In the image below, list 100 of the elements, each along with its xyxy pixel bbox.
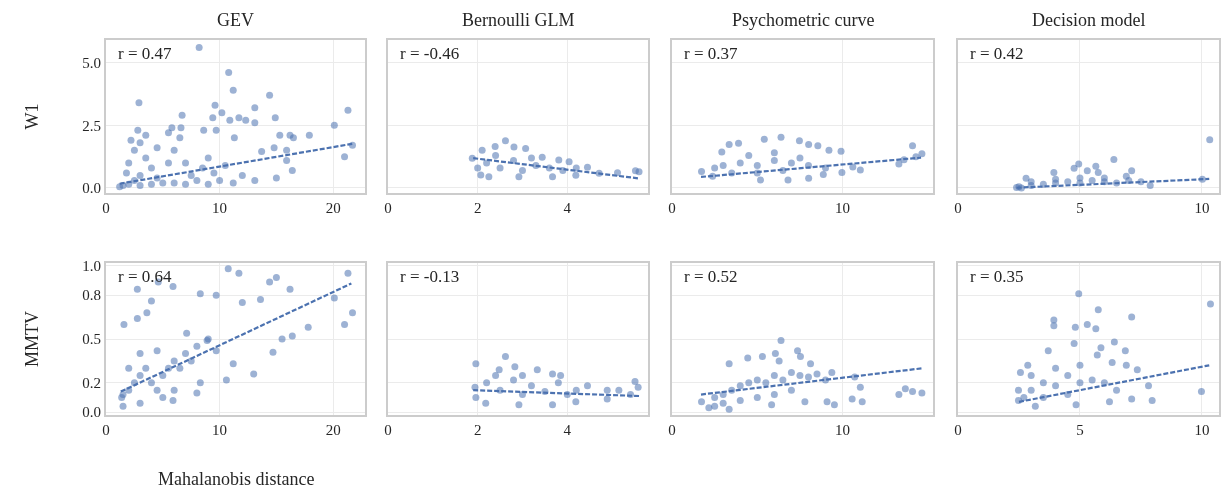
point: [554, 379, 562, 387]
point: [583, 382, 591, 390]
annotation: r = 0.47: [118, 44, 172, 63]
point: [1022, 174, 1030, 182]
y-tick-label: 2.5: [82, 117, 101, 134]
point: [147, 379, 155, 387]
point: [770, 149, 778, 157]
point: [828, 369, 836, 377]
point: [483, 159, 491, 167]
point: [169, 282, 177, 290]
chart-title: Psychometric curve: [732, 10, 875, 30]
point: [565, 158, 573, 166]
point: [1070, 339, 1078, 347]
point: [266, 278, 274, 286]
point: [745, 151, 753, 159]
point: [760, 135, 768, 143]
point: [796, 372, 804, 380]
point: [795, 137, 803, 145]
point: [603, 386, 611, 394]
point: [762, 379, 770, 387]
point: [823, 398, 831, 406]
point: [142, 364, 150, 372]
point: [527, 154, 535, 162]
point: [725, 360, 733, 368]
x-tick-label: 0: [954, 422, 962, 438]
point: [572, 398, 580, 406]
point: [918, 389, 926, 397]
point: [758, 353, 766, 361]
point: [1027, 178, 1035, 186]
point: [1050, 316, 1058, 324]
point: [1020, 393, 1028, 401]
point: [344, 269, 352, 277]
point: [1105, 398, 1113, 406]
annotation: r = 0.42: [970, 44, 1024, 63]
point: [555, 156, 563, 164]
point: [1146, 181, 1154, 189]
point: [615, 386, 623, 394]
point: [159, 393, 167, 401]
annotation: r = -0.46: [400, 44, 460, 63]
point: [744, 354, 752, 362]
point: [1088, 176, 1096, 184]
y-tick-label: 0.5: [82, 331, 101, 348]
point: [212, 347, 220, 355]
point: [153, 386, 161, 394]
point: [1072, 401, 1080, 409]
point: [784, 176, 792, 184]
point: [176, 364, 184, 372]
point: [212, 291, 220, 299]
x-tick-label: 0: [384, 422, 392, 438]
point: [745, 379, 753, 387]
point: [775, 357, 783, 365]
point: [1128, 167, 1136, 175]
point: [483, 379, 491, 387]
point: [1027, 386, 1035, 394]
x-tick-label: 20: [325, 200, 341, 216]
point: [1110, 338, 1118, 346]
point: [1052, 175, 1060, 183]
x-tick-label: 0: [102, 422, 110, 438]
point: [718, 148, 726, 156]
x-tick-label: 10: [1194, 422, 1210, 438]
annotation: r = 0.52: [684, 267, 738, 286]
point: [1133, 366, 1141, 374]
point: [583, 163, 591, 171]
point: [485, 173, 493, 181]
x-tick-label: 10: [835, 200, 851, 216]
point: [153, 347, 161, 355]
point: [538, 153, 546, 161]
point: [1121, 347, 1129, 355]
point: [501, 137, 509, 145]
point: [511, 363, 519, 371]
point: [1206, 300, 1214, 308]
point: [1031, 402, 1039, 410]
point: [482, 399, 490, 407]
point: [229, 360, 237, 368]
point: [472, 360, 480, 368]
point: [901, 385, 909, 393]
point: [1094, 168, 1102, 176]
point: [136, 350, 144, 358]
point: [909, 388, 917, 396]
point: [1092, 325, 1100, 333]
point: [1083, 167, 1091, 175]
x-tick-label: 2: [473, 422, 482, 438]
point: [1014, 386, 1022, 394]
point: [1113, 386, 1121, 394]
point: [1100, 174, 1108, 182]
point: [805, 141, 813, 149]
point: [501, 353, 509, 361]
point: [753, 161, 761, 169]
annotation: r = -0.13: [400, 267, 460, 286]
point: [518, 372, 526, 380]
point: [779, 376, 787, 384]
point: [120, 320, 128, 328]
point: [272, 274, 280, 282]
point: [719, 161, 727, 169]
y-tick-label: 5.0: [82, 54, 101, 71]
point: [787, 386, 795, 394]
point: [196, 379, 204, 387]
point: [549, 370, 557, 378]
point: [572, 171, 580, 179]
point: [787, 369, 795, 377]
